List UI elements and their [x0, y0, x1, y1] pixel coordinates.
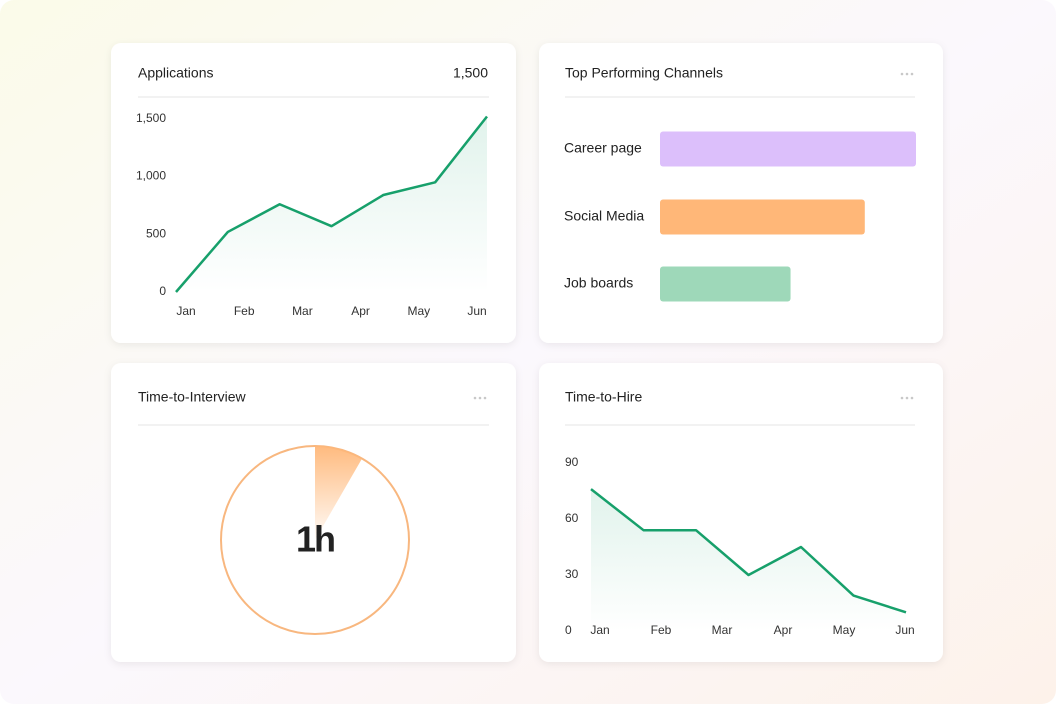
y-tick-label: 1,500: [136, 111, 166, 125]
more-icon[interactable]: [473, 396, 487, 400]
area: [591, 489, 906, 631]
card-title: Applications: [138, 65, 214, 81]
card-title: Top Performing Channels: [565, 65, 723, 81]
y-tick-label: 60: [565, 511, 579, 525]
x-tick-label: May: [407, 304, 430, 318]
y-tick-label: 1,000: [136, 169, 166, 183]
area: [176, 116, 487, 293]
x-tick-label: Jun: [467, 304, 486, 318]
x-tick-label: Apr: [351, 304, 370, 318]
card-title: Time-to-Interview: [138, 389, 247, 405]
bar: [660, 199, 865, 235]
y-tick-label: 90: [565, 455, 579, 469]
gauge-value: 1h: [296, 519, 334, 560]
y-tick-label: 0: [159, 284, 166, 298]
x-tick-label: Feb: [234, 304, 255, 318]
more-icon[interactable]: [900, 396, 914, 400]
category-label: Social Media: [564, 208, 644, 224]
line: [590, 488, 907, 614]
category-label: Job boards: [564, 275, 633, 291]
y-tick-label: 500: [146, 226, 166, 240]
bar: [660, 266, 791, 302]
headline-value: 1,500: [453, 65, 488, 81]
category-label: Career page: [564, 140, 642, 156]
y-tick-label: 0: [565, 623, 572, 637]
more-icon[interactable]: [900, 72, 914, 76]
card: [539, 43, 943, 343]
x-tick-label: Mar: [292, 304, 313, 318]
bar: [660, 131, 916, 167]
card-title: Time-to-Hire: [565, 389, 642, 405]
x-tick-label: Jan: [176, 304, 195, 318]
gauge-wedge: [315, 446, 362, 540]
line: [175, 115, 488, 293]
y-tick-label: 30: [565, 567, 579, 581]
